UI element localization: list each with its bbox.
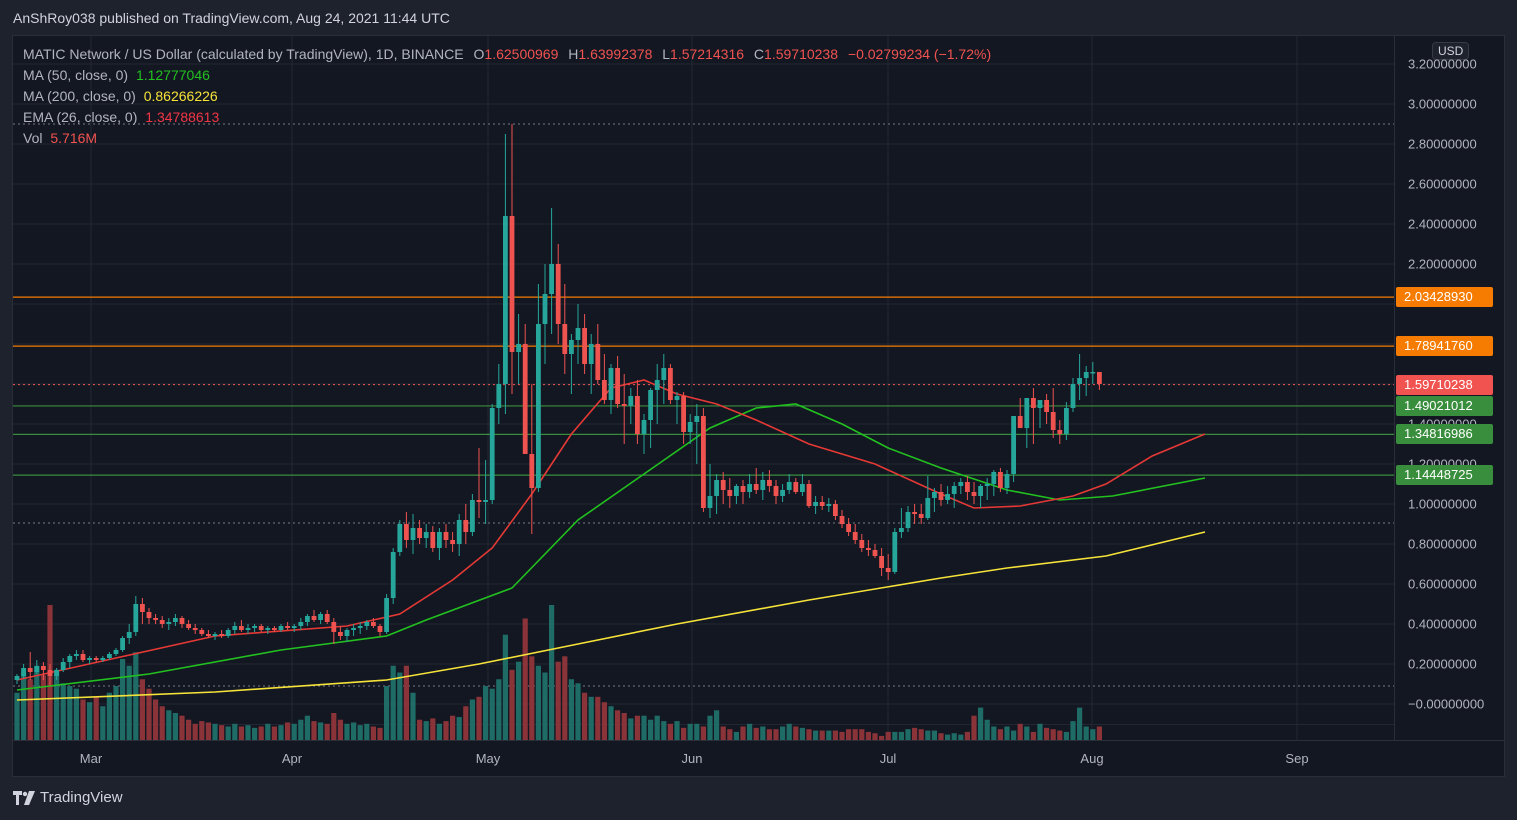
indicator-value: 5.716M — [50, 130, 98, 146]
price-tick-label: 2.20000000 — [1408, 256, 1477, 272]
indicator-label: Vol — [23, 130, 43, 146]
symbol-row: MATIC Network / US Dollar (calculated by… — [23, 44, 991, 65]
close-key: C — [753, 46, 765, 62]
indicator-ma50[interactable]: MA (50, close, 0) 1.12777046 — [23, 65, 991, 86]
time-tick-label: Jun — [681, 751, 703, 766]
time-tick-label: Apr — [281, 751, 303, 766]
price-level-badge: 1.49021012 — [1396, 395, 1493, 416]
change-value: −0.02799234 (−1.72%) — [847, 46, 992, 62]
indicator-value: 1.12777046 — [135, 67, 210, 83]
open-key: O — [473, 46, 485, 62]
time-tick-label: Sep — [1285, 751, 1309, 766]
indicator-value: 1.34788613 — [145, 109, 220, 125]
price-tick-label: 2.80000000 — [1408, 136, 1477, 152]
price-level-badge: 1.34816986 — [1396, 424, 1493, 445]
indicator-label: EMA (26, close, 0) — [23, 109, 138, 125]
price-tick-label: 0.40000000 — [1408, 616, 1477, 632]
close-value: 1.59710238 — [764, 46, 838, 62]
price-tick-label: 3.20000000 — [1408, 56, 1477, 72]
time-tick-label: Jul — [879, 751, 897, 766]
low-key: L — [662, 46, 671, 62]
time-axis[interactable]: Mar Apr May Jun Jul Aug Sep — [13, 740, 1504, 777]
high-value: 1.63992378 — [578, 46, 653, 62]
candlestick-chart[interactable] — [13, 36, 1394, 740]
chart-plot-area[interactable] — [13, 36, 1394, 740]
low-value: 1.57214316 — [670, 46, 745, 62]
time-tick-label: Aug — [1080, 751, 1104, 766]
price-tick-label: 0.80000000 — [1408, 536, 1477, 552]
time-tick-label: Mar — [79, 751, 103, 766]
indicator-label: MA (200, close, 0) — [23, 88, 136, 104]
indicator-label: MA (50, close, 0) — [23, 67, 129, 83]
price-tick-label: 2.40000000 — [1408, 216, 1477, 232]
price-level-badge: 1.59710238 — [1396, 374, 1493, 395]
tradingview-logo-icon — [13, 790, 35, 805]
high-key: H — [568, 46, 579, 62]
price-tick-label: 1.00000000 — [1408, 496, 1477, 512]
currency-label[interactable]: USD — [1432, 42, 1470, 60]
publish-info: AnShRoy038 published on TradingView.com,… — [13, 10, 450, 26]
indicator-ema26[interactable]: EMA (26, close, 0) 1.34788613 — [23, 107, 991, 128]
indicator-volume[interactable]: Vol 5.716M — [23, 128, 991, 149]
price-tick-label: 0.20000000 — [1408, 656, 1477, 672]
indicator-ma200[interactable]: MA (200, close, 0) 0.86266226 — [23, 86, 991, 107]
time-tick-label: May — [475, 751, 501, 766]
chart-legend: MATIC Network / US Dollar (calculated by… — [23, 44, 991, 149]
price-level-badge: 2.03428930 — [1396, 287, 1493, 308]
logo-text: TradingView — [40, 789, 123, 806]
price-level-badge: 1.78941760 — [1396, 336, 1493, 357]
price-tick-label: 0.60000000 — [1408, 576, 1477, 592]
price-axis[interactable]: USD 3.20000000 3.00000000 2.80000000 2.6000… — [1394, 36, 1505, 740]
price-tick-label: 3.00000000 — [1408, 96, 1477, 112]
price-tick-label: −0.00000000 — [1408, 696, 1485, 712]
price-tick-label: 2.60000000 — [1408, 176, 1477, 192]
tradingview-logo[interactable]: TradingView — [13, 789, 123, 806]
symbol-title[interactable]: MATIC Network / US Dollar (calculated by… — [23, 46, 464, 62]
price-level-badge: 1.14448725 — [1396, 465, 1493, 486]
open-value: 1.62500969 — [484, 46, 559, 62]
indicator-value: 0.86266226 — [143, 88, 218, 104]
